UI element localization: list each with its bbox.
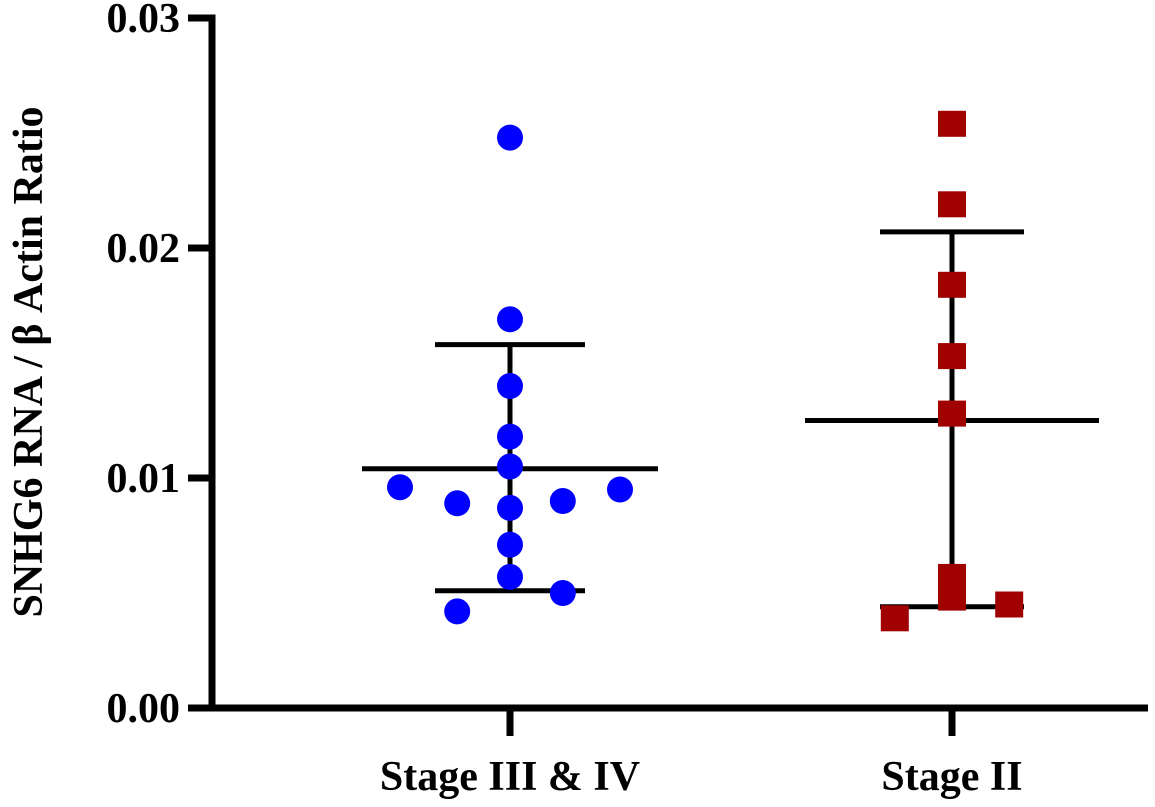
data-point-circle xyxy=(497,563,523,590)
data-point-square xyxy=(938,400,966,427)
data-points xyxy=(387,110,1024,632)
data-point-circle xyxy=(497,124,523,151)
data-point-circle xyxy=(497,373,523,399)
data-point-circle xyxy=(444,490,471,517)
data-point-circle xyxy=(607,476,633,503)
y-tick-label: 0.01 xyxy=(107,456,181,502)
y-tick-label: 0.02 xyxy=(107,226,181,272)
data-point-circle xyxy=(497,453,523,480)
data-point-square xyxy=(938,271,966,298)
data-point-square xyxy=(938,584,966,611)
x-category-label: Stage III & IV xyxy=(380,754,640,800)
error-bars xyxy=(362,229,1099,610)
data-point-square xyxy=(938,110,966,137)
data-point-circle xyxy=(549,580,576,606)
data-point-square xyxy=(995,591,1024,618)
data-point-square xyxy=(938,343,966,370)
axes: 0.00 0.01 0.02 0.03 Stage III & IV Stage II xyxy=(107,0,1148,800)
x-category-label: Stage II xyxy=(881,754,1022,800)
data-point-circle xyxy=(497,423,523,450)
y-tick-label: 0.03 xyxy=(107,0,181,42)
data-point-circle xyxy=(497,306,523,333)
data-point-circle xyxy=(549,488,576,514)
data-point-circle xyxy=(444,598,471,625)
y-tick-label: 0.00 xyxy=(107,686,181,732)
data-point-square xyxy=(880,605,909,632)
data-point-circle xyxy=(497,494,523,521)
data-point-circle xyxy=(387,474,413,501)
data-point-square xyxy=(938,191,966,218)
y-axis-title: SNHG6 RNA / β Actin Ratio xyxy=(6,107,52,618)
data-point-circle xyxy=(497,531,523,558)
